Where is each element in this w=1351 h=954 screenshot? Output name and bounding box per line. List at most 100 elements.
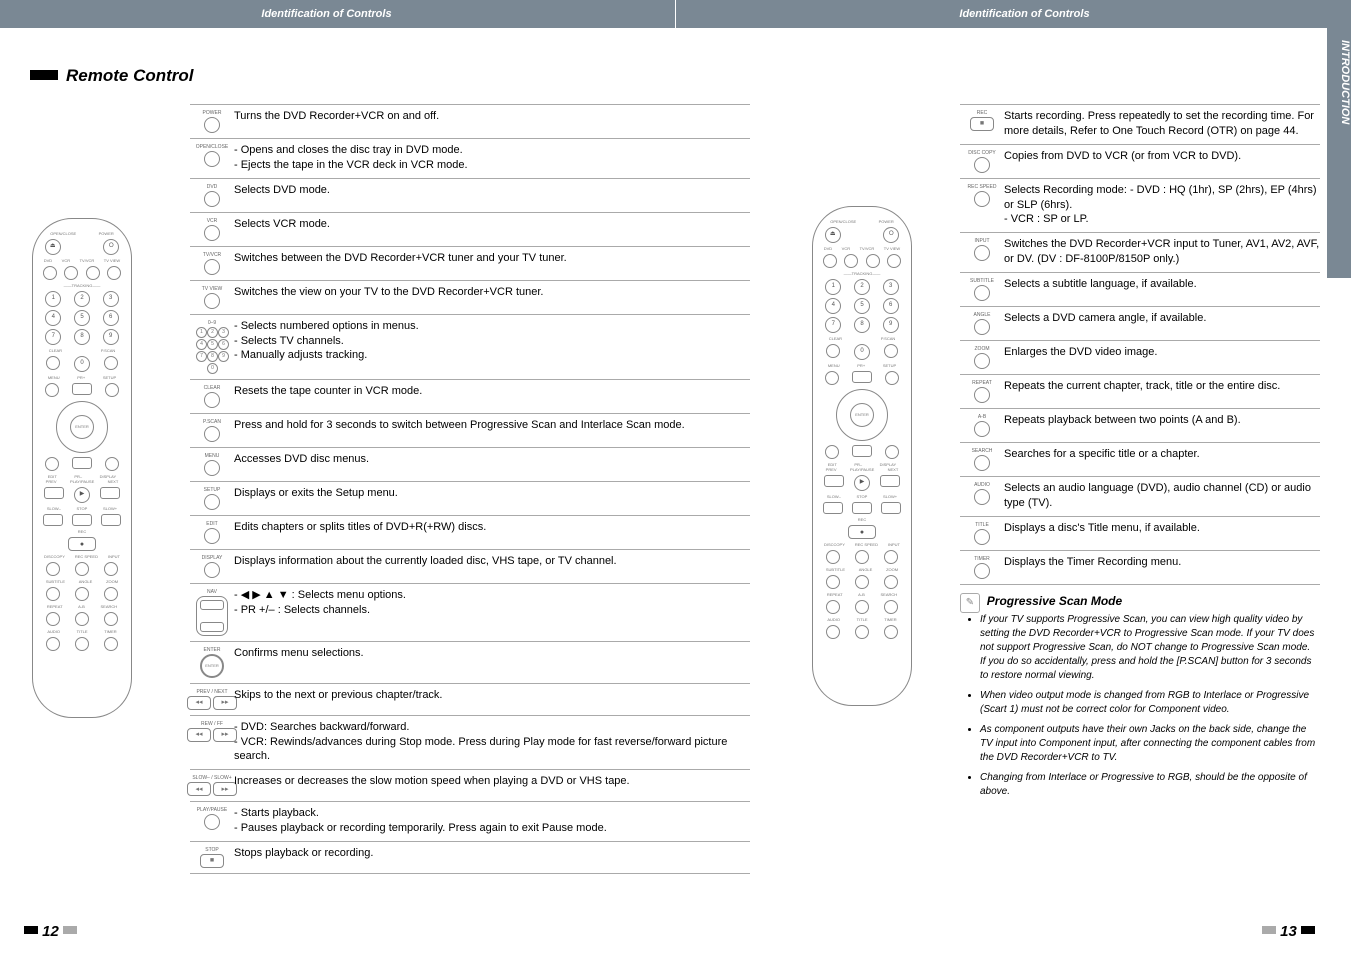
- table-row: SUBTITLESelects a subtitle language, if …: [960, 273, 1320, 307]
- button-description: Searches for a specific title or a chapt…: [1004, 447, 1320, 462]
- button-icon: ANGLE: [960, 311, 1004, 335]
- table-row: POWERTurns the DVD Recorder+VCR on and o…: [190, 104, 750, 139]
- table-row: INPUTSwitches the DVD Recorder+VCR input…: [960, 233, 1320, 273]
- button-icon: TV/VCR: [190, 251, 234, 275]
- button-icon: TIMER: [960, 555, 1004, 579]
- button-description: - Opens and closes the disc tray in DVD …: [234, 143, 750, 173]
- button-icon: 0–91234567890: [190, 319, 234, 374]
- note-bullets: If your TV supports Progressive Scan, yo…: [960, 613, 1320, 799]
- controls-table-right: REC■Starts recording. Press repeatedly t…: [960, 104, 1320, 585]
- note-icon: ✎: [960, 593, 980, 613]
- button-icon: SLOW– / SLOW+◂◂▸▸: [190, 774, 234, 796]
- button-icon: REC■: [960, 109, 1004, 131]
- header-right: Identification of Controls: [675, 0, 1351, 28]
- table-row: REC SPEEDSelects Recording mode: - DVD :…: [960, 179, 1320, 234]
- button-icon: DISC COPY: [960, 149, 1004, 173]
- button-description: - Selects numbered options in menus. - S…: [234, 319, 750, 364]
- table-row: TV/VCRSwitches between the DVD Recorder+…: [190, 247, 750, 281]
- header-bar: Identification of Controls Identificatio…: [0, 0, 1351, 28]
- button-description: Selects an audio language (DVD), audio c…: [1004, 481, 1320, 511]
- page-number-right: 13: [1262, 923, 1315, 940]
- pn-left: 12: [42, 923, 59, 940]
- button-icon: TITLE: [960, 521, 1004, 545]
- table-row: DISPLAYDisplays information about the cu…: [190, 550, 750, 584]
- button-description: Accesses DVD disc menus.: [234, 452, 750, 467]
- button-icon: INPUT: [960, 237, 1004, 261]
- button-icon: TV VIEW: [190, 285, 234, 309]
- header-left: Identification of Controls: [0, 0, 675, 28]
- table-row: REW / FF◂◂▸▸- DVD: Searches backward/for…: [190, 716, 750, 771]
- button-description: Confirms menu selections.: [234, 646, 750, 661]
- button-icon: REPEAT: [960, 379, 1004, 403]
- controls-table-left: POWERTurns the DVD Recorder+VCR on and o…: [190, 104, 750, 874]
- table-row: ENTERENTERConfirms menu selections.: [190, 642, 750, 684]
- section-title: Remote Control: [30, 66, 194, 86]
- button-description: Copies from DVD to VCR (or from VCR to D…: [1004, 149, 1320, 164]
- button-description: Displays or exits the Setup menu.: [234, 486, 750, 501]
- table-row: REC■Starts recording. Press repeatedly t…: [960, 104, 1320, 145]
- button-icon: SETUP: [190, 486, 234, 510]
- button-description: Switches between the DVD Recorder+VCR tu…: [234, 251, 750, 266]
- table-row: VCRSelects VCR mode.: [190, 213, 750, 247]
- button-description: Selects Recording mode: - DVD : HQ (1hr)…: [1004, 183, 1320, 228]
- button-description: Displays the Timer Recording menu.: [1004, 555, 1320, 570]
- button-description: - ◀ ▶ ▲ ▼ : Selects menu options. - PR +…: [234, 588, 750, 618]
- button-icon: SUBTITLE: [960, 277, 1004, 301]
- table-row: DISC COPYCopies from DVD to VCR (or from…: [960, 145, 1320, 179]
- button-description: Enlarges the DVD video image.: [1004, 345, 1320, 360]
- note-bullet: As component outputs have their own Jack…: [980, 723, 1320, 765]
- table-row: SEARCHSearches for a specific title or a…: [960, 443, 1320, 477]
- table-row: NAV- ◀ ▶ ▲ ▼ : Selects menu options. - P…: [190, 584, 750, 642]
- table-row: PREV / NEXT◂◂▸▸Skips to the next or prev…: [190, 684, 750, 716]
- button-description: Switches the DVD Recorder+VCR input to T…: [1004, 237, 1320, 267]
- table-row: AUDIOSelects an audio language (DVD), au…: [960, 477, 1320, 517]
- button-icon: REW / FF◂◂▸▸: [190, 720, 234, 742]
- button-description: Resets the tape counter in VCR mode.: [234, 384, 750, 399]
- button-icon: CLEAR: [190, 384, 234, 408]
- table-row: OPEN/CLOSE- Opens and closes the disc tr…: [190, 139, 750, 179]
- button-icon: ZOOM: [960, 345, 1004, 369]
- page-number-left: 12: [24, 923, 77, 940]
- table-row: DVDSelects DVD mode.: [190, 179, 750, 213]
- button-icon: A-B: [960, 413, 1004, 437]
- button-icon: STOP■: [190, 846, 234, 868]
- note-bullet: Changing from Interlace or Progressive t…: [980, 771, 1320, 799]
- button-description: Repeats the current chapter, track, titl…: [1004, 379, 1320, 394]
- button-description: Selects a DVD camera angle, if available…: [1004, 311, 1320, 326]
- progressive-scan-note: ✎ Progressive Scan Mode If your TV suppo…: [960, 593, 1320, 805]
- remote-illustration-left: OPEN/CLOSEPOWER ⏏⭘ DVDVCRTV/VCRTV VIEW —…: [32, 218, 132, 718]
- page-content: Remote Control OPEN/CLOSEPOWER ⏏⭘ DVDVCR…: [0, 28, 1351, 954]
- table-row: SETUPDisplays or exits the Setup menu.: [190, 482, 750, 516]
- table-row: EDITEdits chapters or splits titles of D…: [190, 516, 750, 550]
- button-icon: POWER: [190, 109, 234, 133]
- button-description: Press and hold for 3 seconds to switch b…: [234, 418, 750, 433]
- remote-illustration-right: OPEN/CLOSEPOWER ⏏⭘ DVDVCRTV/VCRTV VIEW —…: [812, 206, 912, 706]
- table-row: MENUAccesses DVD disc menus.: [190, 448, 750, 482]
- pn-right: 13: [1280, 923, 1297, 940]
- button-icon: PREV / NEXT◂◂▸▸: [190, 688, 234, 710]
- table-row: A-BRepeats playback between two points (…: [960, 409, 1320, 443]
- button-description: Starts recording. Press repeatedly to se…: [1004, 109, 1320, 139]
- table-row: TITLEDisplays a disc's Title menu, if av…: [960, 517, 1320, 551]
- button-description: Stops playback or recording.: [234, 846, 750, 861]
- button-icon: DVD: [190, 183, 234, 207]
- table-row: TIMERDisplays the Timer Recording menu.: [960, 551, 1320, 585]
- table-row: SLOW– / SLOW+◂◂▸▸Increases or decreases …: [190, 770, 750, 802]
- table-row: TV VIEWSwitches the view on your TV to t…: [190, 281, 750, 315]
- button-description: Increases or decreases the slow motion s…: [234, 774, 750, 789]
- note-bullet: If your TV supports Progressive Scan, yo…: [980, 613, 1320, 683]
- button-description: Selects a subtitle language, if availabl…: [1004, 277, 1320, 292]
- button-icon: REC SPEED: [960, 183, 1004, 207]
- button-description: Turns the DVD Recorder+VCR on and off.: [234, 109, 750, 124]
- button-description: Selects DVD mode.: [234, 183, 750, 198]
- button-icon: SEARCH: [960, 447, 1004, 471]
- button-icon: EDIT: [190, 520, 234, 544]
- button-icon: MENU: [190, 452, 234, 476]
- button-description: Displays information about the currently…: [234, 554, 750, 569]
- table-row: ANGLESelects a DVD camera angle, if avai…: [960, 307, 1320, 341]
- table-row: CLEARResets the tape counter in VCR mode…: [190, 380, 750, 414]
- table-row: ZOOMEnlarges the DVD video image.: [960, 341, 1320, 375]
- button-icon: P.SCAN: [190, 418, 234, 442]
- button-icon: OPEN/CLOSE: [190, 143, 234, 167]
- button-description: Selects VCR mode.: [234, 217, 750, 232]
